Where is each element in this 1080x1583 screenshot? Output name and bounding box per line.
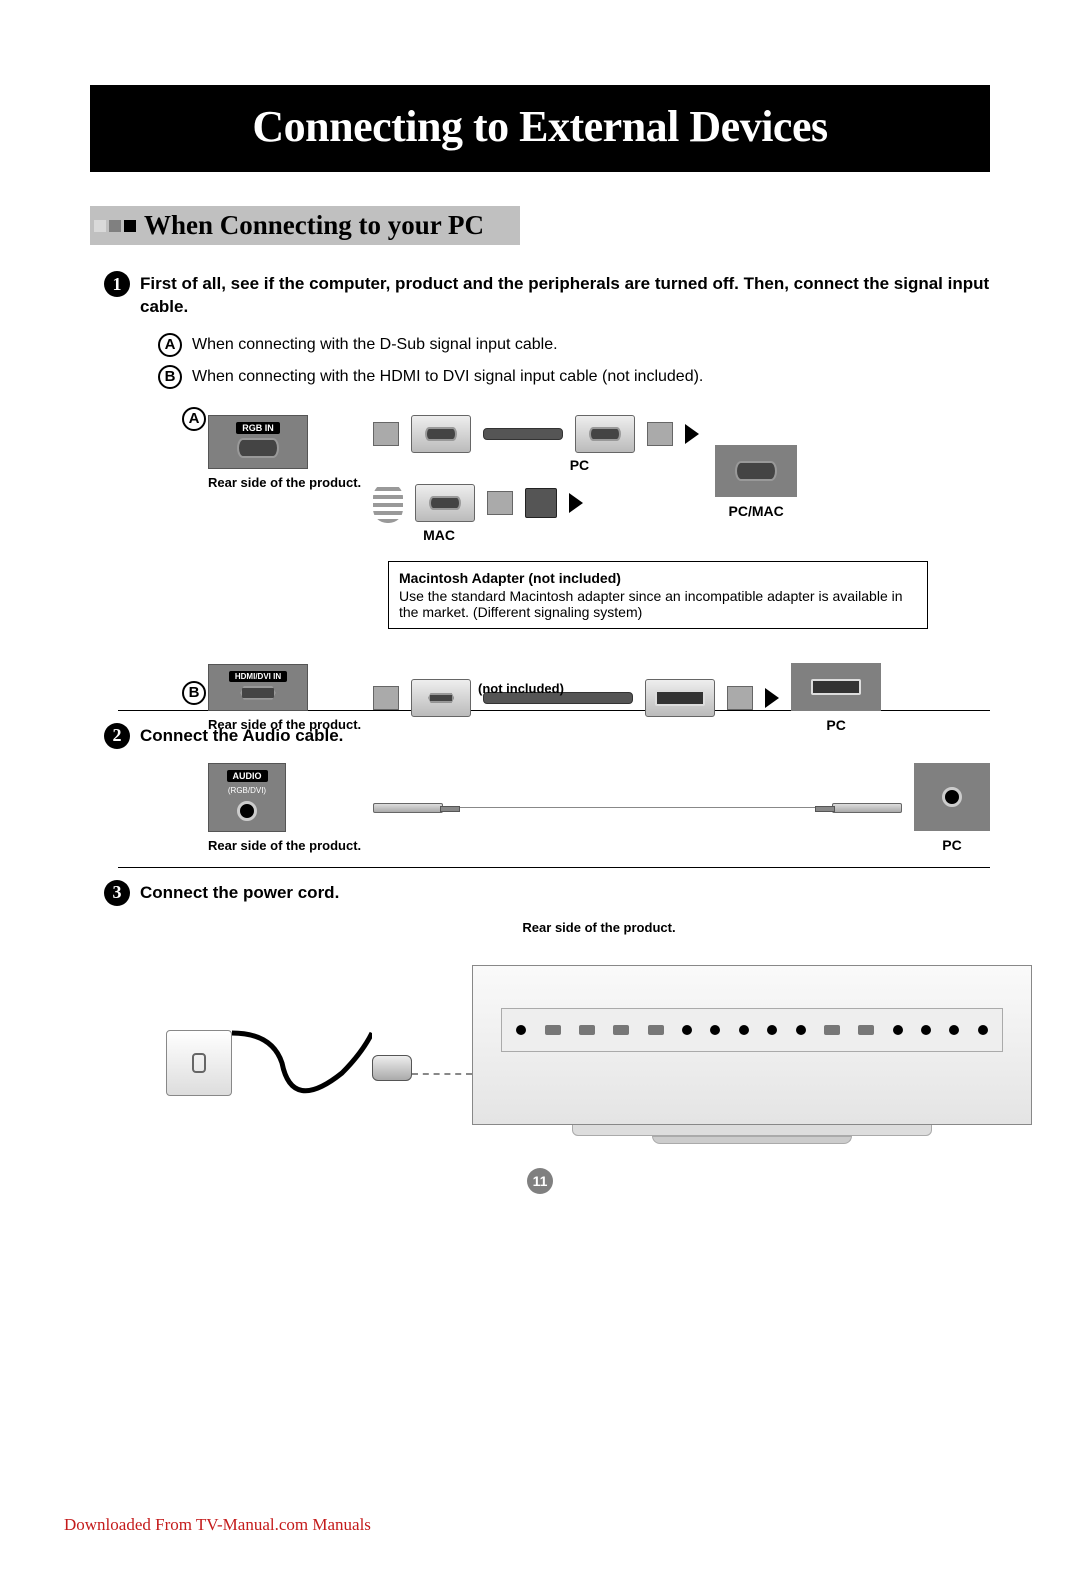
rgb-in-port: RGB IN — [208, 415, 308, 469]
hdmidvi-in-port: HDMI/DVI IN — [208, 664, 308, 711]
power-plug-icon — [372, 1055, 412, 1081]
mac-adapter-icon — [525, 488, 557, 518]
sub-A-text: When connecting with the D-Sub signal in… — [192, 336, 558, 354]
sub-item-B: B When connecting with the HDMI to DVI s… — [158, 365, 990, 389]
hdmidvi-in-label: HDMI/DVI IN — [229, 671, 287, 682]
diagram-B-badge: B — [182, 681, 206, 705]
step-1: 1 First of all, see if the computer, pro… — [104, 271, 990, 319]
arrow-icon — [685, 424, 699, 444]
pc-label: PC — [373, 457, 589, 473]
audio-cable-line — [453, 807, 822, 808]
diagram-audio: AUDIO (RGB/DVI) Rear side of the product… — [208, 763, 990, 853]
pc-label-B: PC — [791, 717, 881, 733]
rear-label-power: Rear side of the product. — [208, 920, 990, 935]
rgb-in-label: RGB IN — [236, 422, 280, 434]
diagram-B: B HDMI/DVI IN Rear side of the product. — [208, 663, 990, 696]
section-bullet-squares — [94, 220, 136, 232]
pc-mac-label: PC/MAC — [715, 503, 797, 519]
hdmi-port-icon — [240, 686, 276, 700]
rear-label-audio: Rear side of the product. — [208, 838, 361, 853]
power-cord-icon — [232, 1003, 372, 1123]
diagram-A-badge: A — [182, 407, 206, 431]
vga-port-icon — [735, 461, 777, 481]
dsub-cable-mac — [373, 483, 699, 523]
mac-adapter-note: Macintosh Adapter (not included) Use the… — [388, 561, 928, 629]
footer-source-link[interactable]: Downloaded From TV-Manual.com Manuals — [64, 1515, 371, 1535]
ring-B: B — [158, 365, 182, 389]
audio-plug-left-icon — [373, 803, 443, 813]
coiled-cable-icon — [373, 483, 403, 523]
tv-rear-panel — [472, 965, 1032, 1125]
page-number: 11 — [527, 1168, 553, 1194]
audio-sublabel: (RGB/DVI) — [228, 786, 266, 795]
audio-jack-icon — [237, 801, 257, 821]
tv-stand — [572, 1124, 932, 1136]
dashed-line — [412, 1073, 472, 1075]
step-3-number: 3 — [104, 880, 130, 906]
audio-label: AUDIO — [227, 770, 268, 782]
step-1-text: First of all, see if the computer, produ… — [140, 271, 990, 319]
audio-port: AUDIO (RGB/DVI) — [208, 763, 286, 832]
dsub-cable-pc — [373, 415, 699, 453]
arrow-icon — [569, 493, 583, 513]
pc-mac-card — [715, 445, 797, 497]
rear-label-A: Rear side of the product. — [208, 475, 361, 490]
step-3-text: Connect the power cord. — [140, 880, 339, 906]
vga-port-icon — [237, 438, 279, 458]
dvi-port-icon — [811, 679, 861, 695]
diagram-A: A RGB IN Rear side of the product. — [208, 415, 990, 629]
step-3: 3 Connect the power cord. — [104, 880, 990, 906]
mac-label: MAC — [423, 527, 699, 543]
pc-label-audio: PC — [914, 837, 990, 853]
section-title: When Connecting to your PC — [144, 210, 484, 241]
pc-dvi-card — [791, 663, 881, 711]
step-1-number: 1 — [104, 271, 130, 297]
audio-jack-icon — [942, 787, 962, 807]
wall-outlet-icon — [166, 1030, 232, 1096]
rear-label-B: Rear side of the product. — [208, 717, 361, 732]
ring-A: A — [158, 333, 182, 357]
hdmi-dvi-cable — [373, 679, 779, 717]
note-title: Macintosh Adapter (not included) — [399, 570, 917, 586]
tv-base — [652, 1136, 852, 1144]
pc-audio-card — [914, 763, 990, 831]
arrow-icon — [765, 688, 779, 708]
step-2-number: 2 — [104, 723, 130, 749]
section-header: When Connecting to your PC — [90, 206, 520, 245]
sub-B-text: When connecting with the HDMI to DVI sig… — [192, 368, 703, 386]
page-title: Connecting to External Devices — [90, 85, 990, 172]
sub-item-A: A When connecting with the D-Sub signal … — [158, 333, 990, 357]
diagram-power: Rear side of the product. — [208, 920, 990, 1144]
note-body: Use the standard Macintosh adapter since… — [399, 588, 917, 620]
divider — [118, 867, 990, 868]
audio-plug-right-icon — [832, 803, 902, 813]
